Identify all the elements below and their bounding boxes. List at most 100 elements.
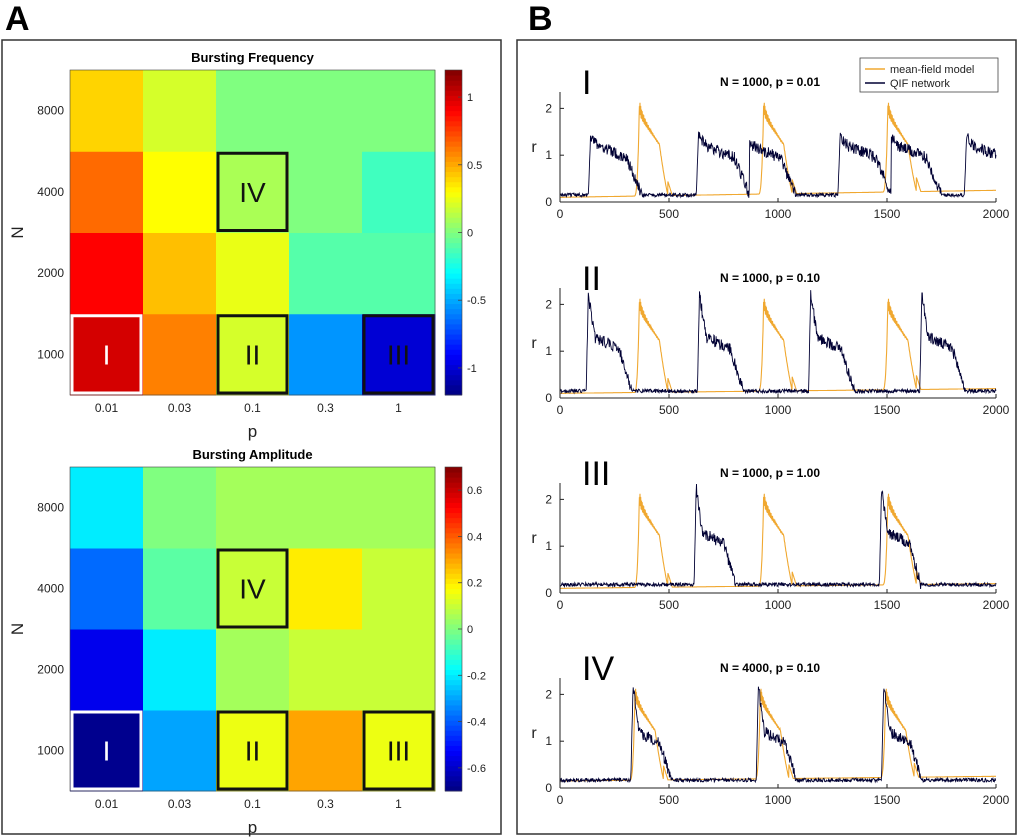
panel-letter-b: B xyxy=(528,0,553,38)
colorbar-segment xyxy=(445,120,462,127)
colorbar-segment xyxy=(445,537,462,544)
x-tick-label: 0.3 xyxy=(317,401,334,415)
colorbar-segment xyxy=(445,618,462,625)
colorbar-segment xyxy=(445,699,462,706)
x-tick-label: 500 xyxy=(659,793,679,807)
series-line-qif-network xyxy=(559,290,997,395)
heatmap-cell xyxy=(143,629,217,711)
colorbar-segment xyxy=(445,75,462,81)
colorbar-tick-label: -1 xyxy=(467,363,477,375)
colorbar-segment xyxy=(445,603,462,610)
colorbar-segment xyxy=(445,161,462,167)
colorbar-segment xyxy=(445,70,462,76)
heatmap-cell xyxy=(143,232,217,315)
colorbar-segment xyxy=(445,227,462,233)
box-label-iii: III xyxy=(387,736,410,767)
colorbar-segment xyxy=(445,659,462,665)
x-tick-label: 1500 xyxy=(874,403,901,417)
colorbar-segment xyxy=(445,578,462,584)
colorbar-segment xyxy=(445,593,462,600)
heatmap-bursting-amplitude: Bursting Amplitude 0.01 0.03 0.1 0.3 1 1000 200… xyxy=(8,447,486,837)
box-label-i: I xyxy=(103,339,111,370)
panel-roman: III xyxy=(582,455,610,493)
colorbar-segment xyxy=(445,512,462,519)
heatmap-cell xyxy=(289,313,363,396)
colorbar-segment xyxy=(445,207,462,213)
colorbar-segment xyxy=(445,318,462,325)
y-tick-label: 2 xyxy=(545,687,552,701)
timeseries-title: N = 4000, p = 0.10 xyxy=(720,661,820,675)
colorbar-segment xyxy=(445,472,462,478)
heatmap-cell xyxy=(70,232,144,315)
y-tick-label: 2000 xyxy=(37,266,64,280)
panel-roman: I xyxy=(582,64,591,102)
colorbar-segment xyxy=(445,689,462,696)
heatmap-cell xyxy=(289,151,363,233)
colorbar-segment xyxy=(445,191,462,198)
heatmap-cell xyxy=(143,70,217,152)
colorbar-segment xyxy=(445,369,462,376)
x-tick-label: 0.01 xyxy=(95,797,119,811)
colorbar-segment xyxy=(445,136,462,142)
colorbar-segment xyxy=(445,115,462,122)
x-tick-label: 2000 xyxy=(983,207,1010,221)
colorbar-segment xyxy=(445,492,462,498)
heatmap-cell xyxy=(216,151,290,233)
x-tick-label: 500 xyxy=(659,403,679,417)
colorbar-segment xyxy=(445,156,462,162)
colorbar-segment xyxy=(445,684,462,691)
series-line-qif-network xyxy=(559,131,997,199)
colorbar-segment xyxy=(445,283,462,289)
colorbar-segment xyxy=(445,613,462,620)
colorbar-segment xyxy=(445,634,462,640)
series-line-qif-network xyxy=(559,686,997,784)
colorbar-segment xyxy=(445,623,462,630)
colorbar-segment xyxy=(445,598,462,605)
x-tick-label: 0.03 xyxy=(168,401,192,415)
heatmap-cell xyxy=(143,467,217,549)
colorbar-tick-label: 0 xyxy=(467,624,473,636)
heatmap-cell xyxy=(70,70,144,152)
y-tick-label: 0 xyxy=(545,391,552,405)
colorbar-tick-label: 0.5 xyxy=(467,160,482,172)
colorbar-segment xyxy=(445,217,462,223)
heatmap-cell xyxy=(362,232,436,315)
heatmap-cell xyxy=(362,467,436,549)
colorbar-segment xyxy=(445,278,462,284)
y-tick-label: 4000 xyxy=(37,582,64,596)
x-tick-label: 0 xyxy=(557,598,564,612)
x-tick-label: 500 xyxy=(659,598,679,612)
colorbar-segment xyxy=(445,141,462,147)
heatmap-cell xyxy=(216,70,290,152)
y-tick-label: 1000 xyxy=(37,347,64,361)
colorbar-segment xyxy=(445,583,462,589)
colorbar-segment xyxy=(445,532,462,539)
colorbar-segment xyxy=(445,237,462,244)
colorbar-segment xyxy=(445,339,462,345)
colorbar-segment xyxy=(445,704,462,711)
colorbar-tick-label: -0.5 xyxy=(467,295,486,307)
y-tick-label: 4000 xyxy=(37,185,64,199)
box-label-ii: II xyxy=(245,736,261,767)
heatmap-cell xyxy=(216,313,290,396)
x-tick-label: 0.01 xyxy=(95,401,119,415)
box-label-iv: IV xyxy=(239,177,266,208)
x-tick-label: 1500 xyxy=(874,793,901,807)
box-label-iv: IV xyxy=(239,574,266,605)
y-axis-label: N xyxy=(8,623,27,635)
colorbar-segment xyxy=(445,527,462,534)
colorbar-segment xyxy=(445,232,462,239)
timeseries-title: N = 1000, p = 1.00 xyxy=(720,466,820,480)
colorbar-segment xyxy=(445,674,462,681)
y-tick-label: 0 xyxy=(545,195,552,209)
heatmap-cell xyxy=(362,151,436,233)
x-tick-label: 1000 xyxy=(765,598,792,612)
x-axis-label: p xyxy=(248,422,257,441)
colorbar-tick-label: 0.4 xyxy=(467,531,482,543)
highlight-box-iv xyxy=(216,151,289,232)
colorbar-segment xyxy=(445,679,462,686)
colorbar-segment xyxy=(445,725,462,731)
colorbar-segment xyxy=(445,273,462,279)
y-tick-label: 2 xyxy=(545,297,552,311)
colorbar-segment xyxy=(445,710,462,716)
